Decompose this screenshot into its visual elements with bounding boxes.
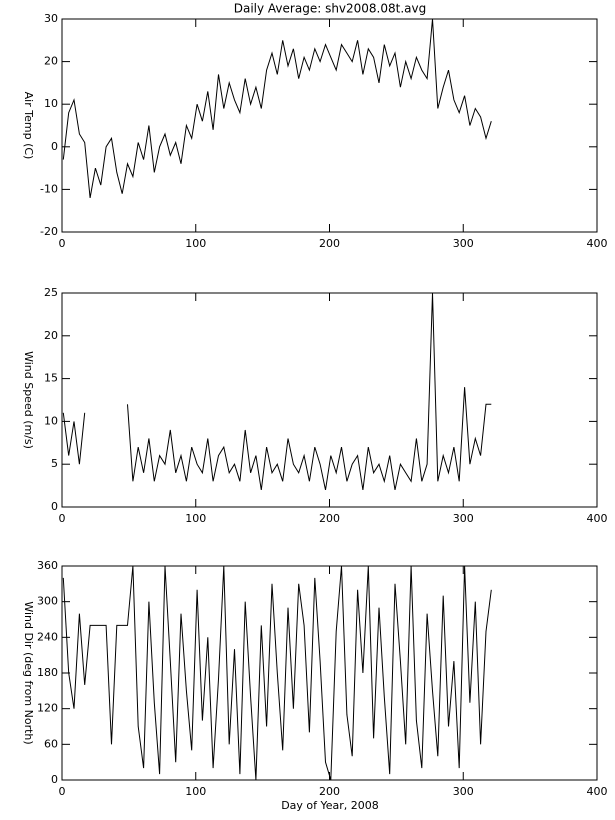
y-tick-label: 30 [44, 12, 58, 25]
y-tick-label: 0 [51, 140, 58, 153]
x-tick-label: 200 [319, 785, 340, 798]
y-tick-label: 240 [37, 630, 58, 643]
y-tick-label: 360 [37, 559, 58, 572]
x-tick-label: 100 [185, 785, 206, 798]
x-tick-label: 0 [59, 512, 66, 525]
y-tick-label: 300 [37, 595, 58, 608]
y-tick-label: -10 [40, 182, 58, 195]
x-tick-label: 100 [185, 512, 206, 525]
y-tick-label: 180 [37, 666, 58, 679]
x-tick-label: 0 [59, 237, 66, 250]
y-tick-label: 60 [44, 737, 58, 750]
y-tick-label: 20 [44, 55, 58, 68]
y-tick-label: 0 [51, 500, 58, 513]
x-tick-label: 200 [319, 512, 340, 525]
plot-frame [61, 565, 598, 781]
y-tick-label: 25 [44, 286, 58, 299]
y-tick-label: 0 [51, 773, 58, 786]
x-tick-label: 100 [185, 237, 206, 250]
y-tick-label: 5 [51, 457, 58, 470]
data-line [62, 292, 492, 491]
y-tick-label: -20 [40, 225, 58, 238]
x-tick-label: 300 [453, 785, 474, 798]
y-tick-label: 10 [44, 414, 58, 427]
y-axis-label: Wind Dir (deg from North) [22, 601, 35, 744]
x-tick-label: 200 [319, 237, 340, 250]
chart-title: Daily Average: shv2008.08t.avg [234, 2, 427, 16]
y-tick-label: 10 [44, 97, 58, 110]
y-axis-label: Wind Speed (m/s) [22, 351, 35, 449]
data-line [62, 565, 492, 781]
x-tick-label: 400 [587, 237, 608, 250]
plot-frame [61, 292, 598, 508]
plot-frame [61, 18, 598, 233]
x-axis-label: Day of Year, 2008 [281, 799, 379, 812]
data-line [62, 18, 492, 198]
x-tick-label: 300 [453, 237, 474, 250]
x-tick-label: 300 [453, 512, 474, 525]
x-tick-label: 0 [59, 785, 66, 798]
y-tick-label: 20 [44, 329, 58, 342]
y-axis-label: Air Temp (C) [22, 92, 35, 160]
y-tick-label: 15 [44, 372, 58, 385]
y-tick-label: 120 [37, 702, 58, 715]
x-tick-label: 400 [587, 512, 608, 525]
x-tick-label: 400 [587, 785, 608, 798]
